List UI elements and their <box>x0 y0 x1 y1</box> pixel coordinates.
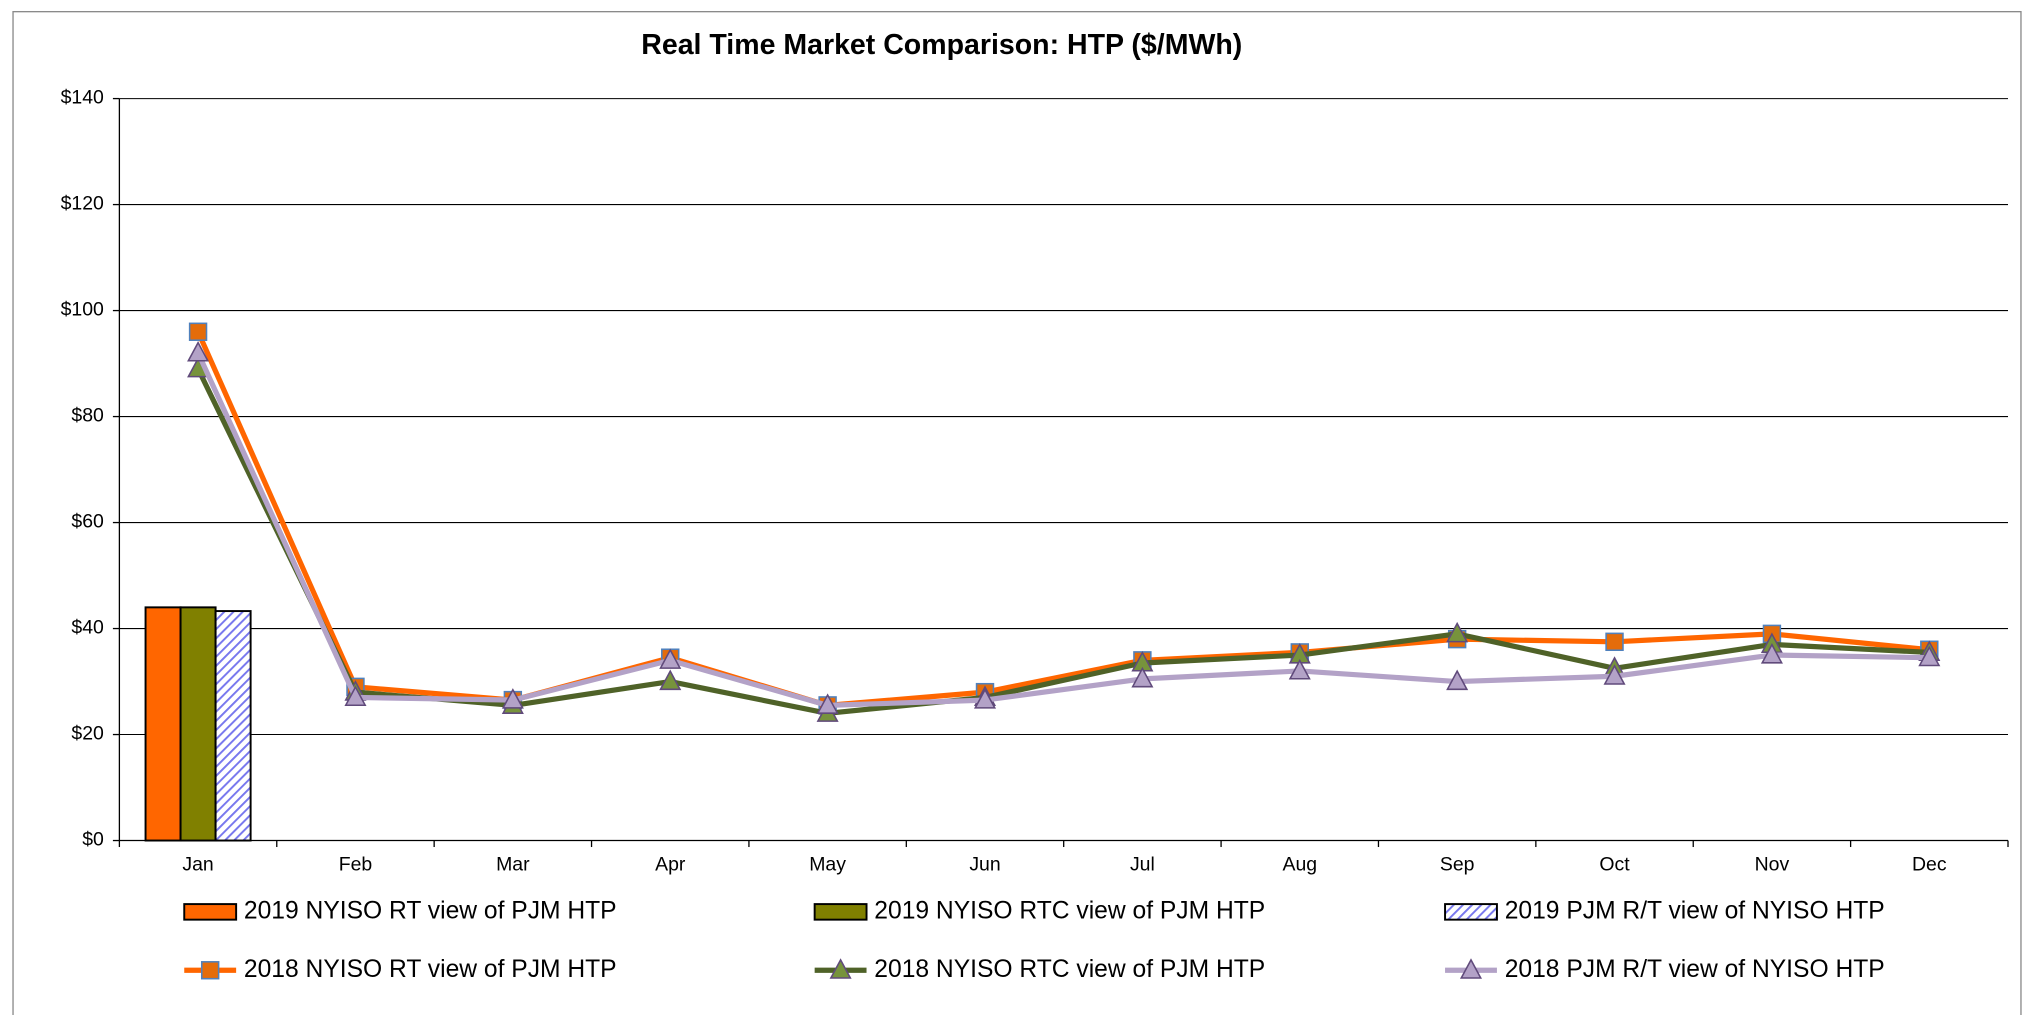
x-tick-label: Mar <box>496 853 530 875</box>
y-tick-label: $80 <box>71 405 104 427</box>
x-tick-label: Sep <box>1440 853 1475 875</box>
marker <box>1603 664 1626 685</box>
marker <box>187 340 210 362</box>
x-tick-label: Jan <box>182 853 213 875</box>
marker <box>1446 621 1469 643</box>
x-tick-label: Apr <box>655 853 686 875</box>
bar <box>214 610 252 842</box>
legend-label: 2018 PJM R/T view of NYISO HTP <box>1505 956 1885 983</box>
marker <box>816 693 839 714</box>
x-tick-label: Nov <box>1755 853 1790 875</box>
frame <box>12 11 2022 1015</box>
legend-swatch <box>813 903 868 921</box>
x-tick-label: Aug <box>1282 853 1317 875</box>
legend-label: 2018 NYISO RT view of PJM HTP <box>244 956 617 983</box>
x-tick-label: Dec <box>1912 853 1947 875</box>
marker <box>659 669 682 691</box>
marker <box>1131 666 1154 688</box>
y-tick-label: $140 <box>61 87 104 109</box>
marker <box>1760 643 1783 664</box>
legend-marker <box>829 958 852 979</box>
y-tick-label: $100 <box>61 299 104 321</box>
marker <box>188 322 208 341</box>
bar <box>144 606 182 842</box>
x-tick-label: Jul <box>1130 853 1155 875</box>
marker <box>973 688 997 709</box>
y-tick-label: $60 <box>71 511 104 533</box>
legend-label: 2018 NYISO RTC view of PJM HTP <box>874 956 1265 983</box>
marker <box>659 648 682 669</box>
x-tick-label: Feb <box>339 853 373 875</box>
line <box>195 367 1930 716</box>
y-tick-label: $20 <box>71 723 104 745</box>
marker <box>1605 632 1624 652</box>
chart-title: Real Time Market Comparison: HTP ($/MWh) <box>641 29 1242 61</box>
legend-label: 2019 NYISO RTC view of PJM HTP <box>874 897 1265 924</box>
y-tick-label: $120 <box>61 193 104 215</box>
x-tick-label: Jun <box>969 853 1000 875</box>
marker <box>1446 669 1469 691</box>
marker <box>501 688 524 709</box>
bar <box>179 606 217 842</box>
plot-area <box>119 98 2009 841</box>
marker <box>344 685 367 707</box>
marker <box>1288 658 1311 680</box>
line <box>195 351 1930 708</box>
legend-label: 2019 PJM R/T view of NYISO HTP <box>1505 897 1885 924</box>
y-tick-label: $40 <box>71 617 104 639</box>
marker <box>1918 645 1941 667</box>
legend-swatch <box>1444 903 1498 921</box>
x-tick-label: May <box>809 853 846 875</box>
y-tick-label: $0 <box>82 829 104 851</box>
legend-marker <box>1459 958 1483 979</box>
x-tick-label: Oct <box>1599 853 1630 875</box>
legend-marker <box>200 961 220 980</box>
legend-swatch <box>183 903 238 921</box>
legend-label: 2019 NYISO RT view of PJM HTP <box>244 897 617 924</box>
